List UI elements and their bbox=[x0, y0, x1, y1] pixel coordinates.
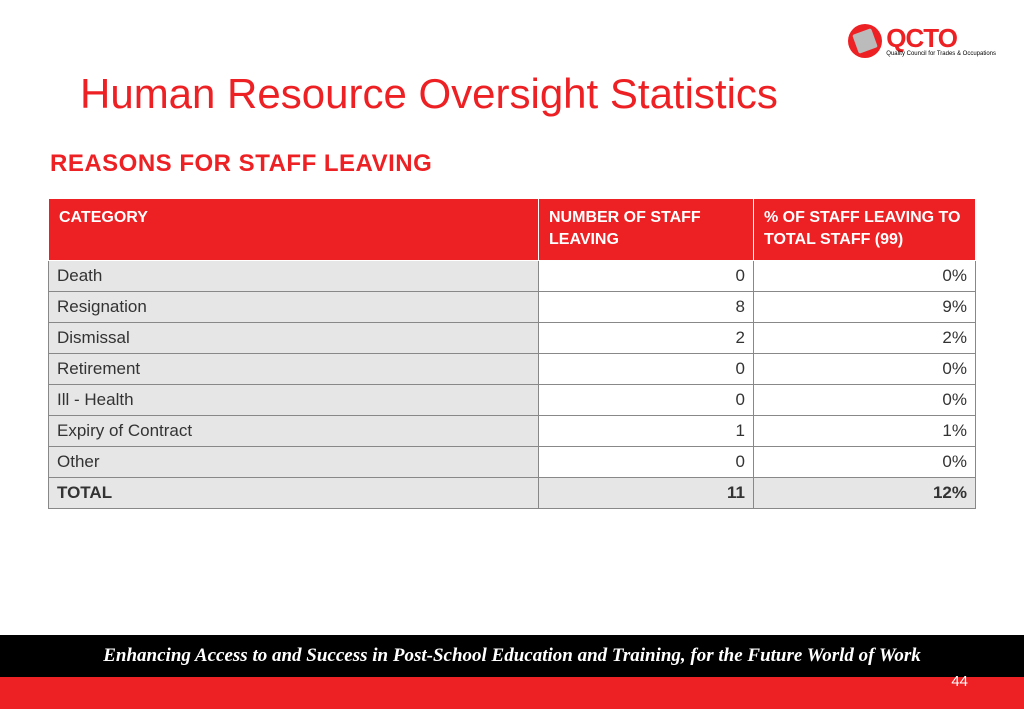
table-row: Dismissal22% bbox=[49, 322, 976, 353]
logo-main-text: QCTO bbox=[886, 25, 996, 51]
cell-category: Other bbox=[49, 446, 539, 477]
footer-tagline: Enhancing Access to and Success in Post-… bbox=[0, 635, 1024, 677]
cell-percent: 2% bbox=[754, 322, 976, 353]
cell-category: Ill - Health bbox=[49, 384, 539, 415]
page-number: 44 bbox=[951, 673, 968, 690]
logo-circle-icon bbox=[848, 24, 882, 58]
table-row: Ill - Health00% bbox=[49, 384, 976, 415]
cell-number: 0 bbox=[539, 260, 754, 291]
slide-footer: Enhancing Access to and Success in Post-… bbox=[0, 635, 1024, 709]
table-row: Resignation89% bbox=[49, 291, 976, 322]
col-percent: % OF STAFF LEAVING TO TOTAL STAFF (99) bbox=[754, 199, 976, 261]
cell-number: 1 bbox=[539, 415, 754, 446]
cell-percent: 9% bbox=[754, 291, 976, 322]
table-row: Other00% bbox=[49, 446, 976, 477]
slide-title: Human Resource Oversight Statistics bbox=[80, 70, 778, 118]
total-number: 11 bbox=[539, 477, 754, 508]
cell-percent: 1% bbox=[754, 415, 976, 446]
table-row: Expiry of Contract11% bbox=[49, 415, 976, 446]
slide-subtitle: REASONS FOR STAFF LEAVING bbox=[50, 150, 432, 178]
cell-number: 0 bbox=[539, 384, 754, 415]
cell-number: 8 bbox=[539, 291, 754, 322]
col-category: CATEGORY bbox=[49, 199, 539, 261]
qcto-logo: QCTO Quality Council for Trades & Occupa… bbox=[848, 24, 996, 58]
col-number: NUMBER OF STAFF LEAVING bbox=[539, 199, 754, 261]
cell-percent: 0% bbox=[754, 384, 976, 415]
cell-percent: 0% bbox=[754, 260, 976, 291]
total-percent: 12% bbox=[754, 477, 976, 508]
cell-number: 2 bbox=[539, 322, 754, 353]
table-total-row: TOTAL1112% bbox=[49, 477, 976, 508]
footer-red-bar: 44 bbox=[0, 677, 1024, 709]
logo-hand-icon bbox=[852, 28, 878, 54]
table-header-row: CATEGORY NUMBER OF STAFF LEAVING % OF ST… bbox=[49, 199, 976, 261]
staff-leaving-table: CATEGORY NUMBER OF STAFF LEAVING % OF ST… bbox=[48, 198, 976, 509]
cell-number: 0 bbox=[539, 446, 754, 477]
staff-leaving-table-wrap: CATEGORY NUMBER OF STAFF LEAVING % OF ST… bbox=[48, 198, 976, 509]
total-label: TOTAL bbox=[49, 477, 539, 508]
cell-category: Expiry of Contract bbox=[49, 415, 539, 446]
cell-number: 0 bbox=[539, 353, 754, 384]
cell-category: Dismissal bbox=[49, 322, 539, 353]
cell-percent: 0% bbox=[754, 353, 976, 384]
cell-category: Resignation bbox=[49, 291, 539, 322]
logo-sub-text: Quality Council for Trades & Occupations bbox=[886, 51, 996, 57]
cell-percent: 0% bbox=[754, 446, 976, 477]
logo-text: QCTO Quality Council for Trades & Occupa… bbox=[886, 25, 996, 57]
cell-category: Retirement bbox=[49, 353, 539, 384]
table-row: Retirement00% bbox=[49, 353, 976, 384]
cell-category: Death bbox=[49, 260, 539, 291]
table-row: Death00% bbox=[49, 260, 976, 291]
